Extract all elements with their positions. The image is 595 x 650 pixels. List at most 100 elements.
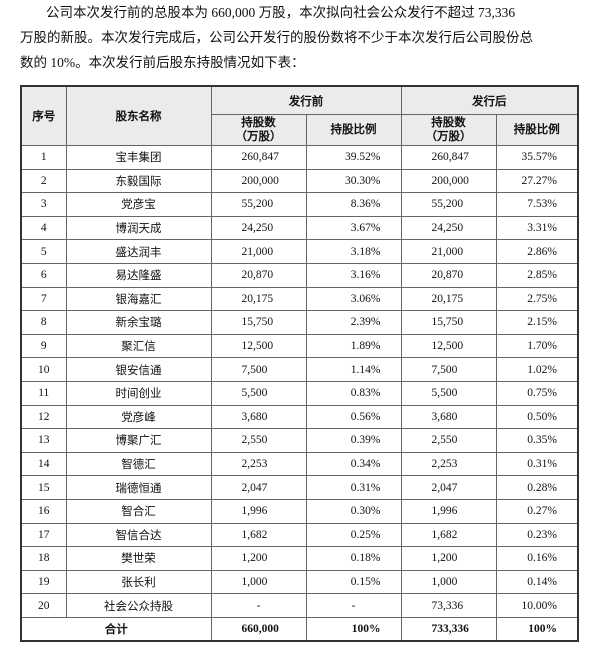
header-cell: 持股数 （万股）: [400, 114, 497, 146]
table-cell: 2.75%: [495, 286, 579, 312]
table-cell: 20,870: [210, 262, 307, 288]
table-cell: 0.50%: [495, 404, 579, 430]
table-cell: 智德汇: [65, 451, 212, 477]
table-row: 17 智信合达 1,682 0.25% 1,682 0.23%: [20, 522, 579, 548]
table-row: 7 银海嘉汇 20,175 3.06% 20,175 2.75%: [20, 286, 579, 312]
table-cell: 0.83%: [305, 380, 402, 406]
table-cell: 20,870: [400, 262, 497, 288]
table-cell: 11: [20, 380, 67, 406]
table-cell: 7: [20, 286, 67, 312]
table-cell: 2.86%: [495, 239, 579, 264]
table-cell: 2,550: [400, 428, 497, 453]
table-cell: 0.30%: [305, 498, 402, 524]
table-cell: 2.39%: [305, 310, 402, 335]
table-cell: 0.31%: [305, 475, 402, 500]
table-cell: 15,750: [400, 310, 497, 335]
table-cell: 党彦宝: [65, 192, 212, 217]
table-cell: 博聚广汇: [65, 428, 212, 453]
table-cell: 2.15%: [495, 310, 579, 335]
table-header: 序号 股东名称 发行前 发行后 持股数 （万股） 持股比例 持股数 （万股） 持股比例: [20, 85, 579, 146]
header-text: 持股数: [241, 117, 276, 129]
table-row: 4 博润天成 24,250 3.67% 24,250 3.31%: [20, 215, 579, 241]
table-cell: 7,500: [400, 357, 497, 382]
table-cell: 20: [20, 593, 67, 618]
table-cell: 55,200: [210, 192, 307, 217]
table-cell: 20,175: [400, 286, 497, 312]
table-cell: 0.25%: [305, 522, 402, 548]
table-cell: 3.16%: [305, 262, 402, 288]
table-cell: 0.31%: [495, 451, 579, 477]
table-cell: 3.31%: [495, 215, 579, 241]
header-cell: 发行后: [400, 85, 579, 115]
shareholder-table: 序号 股东名称 发行前 发行后 持股数 （万股） 持股比例 持股数 （万股） 持股比例 1 宝丰集团…: [20, 85, 579, 643]
table-row: 10 银安信通 7,500 1.14% 7,500 1.02%: [20, 357, 579, 382]
table-cell: 1,000: [400, 569, 497, 595]
paragraph-line: 万股的新股。本次发行完成后，公司公开发行的股份数将不少于本次发行后公司股份总: [20, 30, 533, 45]
table-row: 15 瑞德恒通 2,047 0.31% 2,047 0.28%: [20, 475, 579, 500]
table-cell: 3.67%: [305, 215, 402, 241]
table-cell: 100%: [495, 616, 579, 642]
table-row: 3 党彦宝 55,200 8.36% 55,200 7.53%: [20, 192, 579, 217]
table-cell: 7.53%: [495, 192, 579, 217]
table-cell: 12,500: [210, 333, 307, 359]
table-cell: 15: [20, 475, 67, 500]
table-cell: 党彦峰: [65, 404, 212, 430]
table-cell: 4: [20, 215, 67, 241]
table-row: 9 聚汇信 12,500 1.89% 12,500 1.70%: [20, 333, 579, 359]
header-row: 持股数 （万股） 持股比例 持股数 （万股） 持股比例: [21, 114, 579, 146]
table-cell: 8.36%: [305, 192, 402, 217]
table-row: 13 博聚广汇 2,550 0.39% 2,550 0.35%: [20, 428, 579, 453]
header-cell: 股东名称: [65, 85, 212, 146]
table-cell: 时间创业: [65, 380, 212, 406]
table-cell: 1.14%: [305, 357, 402, 382]
table-cell: 1.70%: [495, 333, 579, 359]
table-cell: 0.27%: [495, 498, 579, 524]
table-cell: 2: [20, 168, 67, 194]
table-cell: 13: [20, 428, 67, 453]
table-cell: 宝丰集团: [65, 145, 212, 170]
table-cell: 260,847: [400, 145, 497, 170]
table-cell: 瑞德恒通: [65, 475, 212, 500]
header-text: （万股）: [235, 131, 282, 143]
intro-paragraph: 公司本次发行前的总股本为 660,000 万股，本次拟向社会公众发行不超过 73…: [20, 0, 580, 75]
table-cell: 1,000: [210, 569, 307, 595]
table-cell: 1.02%: [495, 357, 579, 382]
table-cell: 0.15%: [305, 569, 402, 595]
table-cell: 3,680: [400, 404, 497, 430]
table-cell: 智合汇: [65, 498, 212, 524]
table-cell: 0.18%: [305, 546, 402, 571]
table-cell: 1,200: [210, 546, 307, 571]
table-cell: 张长利: [65, 569, 212, 595]
table-cell: 0.39%: [305, 428, 402, 453]
table-cell: 24,250: [400, 215, 497, 241]
table-cell: 银海嘉汇: [65, 286, 212, 312]
table-cell: 聚汇信: [65, 333, 212, 359]
header-row: 序号 股东名称 发行前 发行后: [20, 85, 579, 146]
table-cell: 0.14%: [495, 569, 579, 595]
table-cell: 260,847: [210, 145, 307, 170]
table-row: 6 易达隆盛 20,870 3.16% 20,870 2.85%: [20, 262, 579, 288]
table-cell: 0.28%: [495, 475, 579, 500]
table-cell: 20,175: [210, 286, 307, 312]
table-cell: 0.16%: [495, 546, 579, 571]
header-text: （万股）: [425, 131, 472, 143]
table-cell: 73,336: [400, 593, 497, 618]
table-row: 18 樊世荣 1,200 0.18% 1,200 0.16%: [20, 546, 579, 571]
header-cell: 序号: [20, 85, 67, 146]
table-row: 5 盛达润丰 21,000 3.18% 21,000 2.86%: [20, 239, 579, 264]
table-cell: 55,200: [400, 192, 497, 217]
table-cell: 5,500: [400, 380, 497, 406]
header-cell: 持股比例: [495, 114, 579, 146]
table-row: 2 东毅国际 200,000 30.30% 200,000 27.27%: [20, 168, 579, 194]
table-cell: 7,500: [210, 357, 307, 382]
header-cell: 持股数 （万股）: [210, 114, 307, 146]
table-row: 1 宝丰集团 260,847 39.52% 260,847 35.57%: [20, 145, 579, 170]
header-cell: 发行前: [210, 85, 402, 115]
table-cell: 24,250: [210, 215, 307, 241]
table-cell: 660,000: [210, 616, 307, 642]
table-row: 20 社会公众持股 - -73,336 10.00%: [20, 593, 579, 618]
table-cell: 200,000: [210, 168, 307, 194]
table-row: 19 张长利 1,000 0.15% 1,000 0.14%: [20, 569, 579, 595]
table-cell: 2,047: [210, 475, 307, 500]
